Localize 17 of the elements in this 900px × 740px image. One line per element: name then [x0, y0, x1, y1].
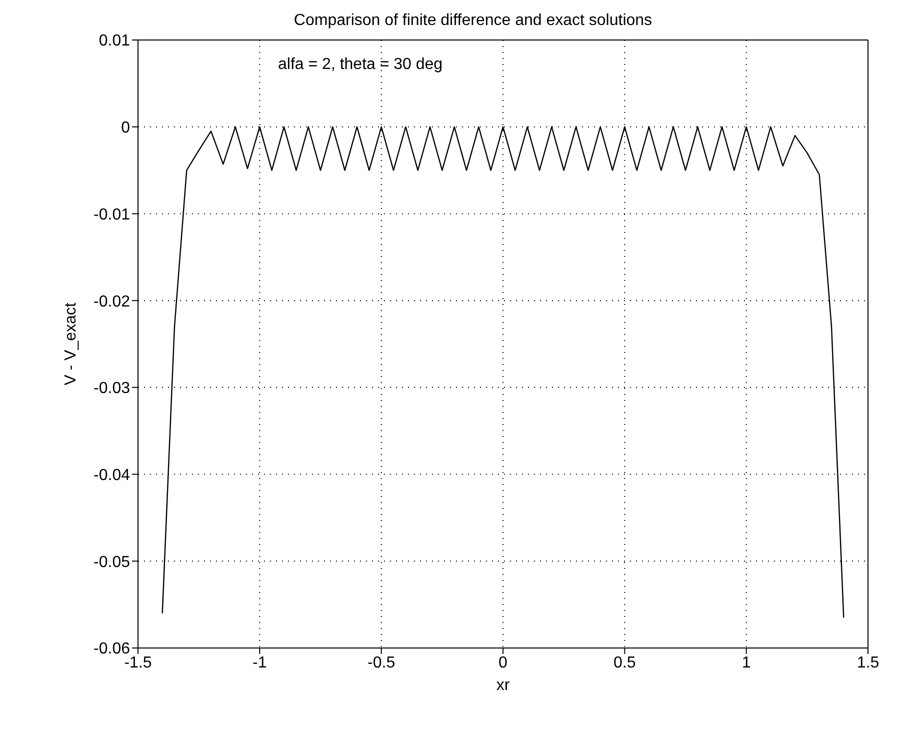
x-tick-label: 0	[498, 654, 508, 672]
x-tick-label: 1.5	[856, 654, 880, 672]
y-tick-label: -0.01	[94, 206, 130, 224]
y-tick-label: -0.04	[94, 466, 130, 484]
y-axis-title: V - V_exact	[62, 302, 80, 386]
x-tick-label: 0.5	[614, 654, 636, 672]
y-tick-label: -0.02	[94, 293, 130, 310]
chart-title: Comparison of finite difference and exact solutions	[292, 12, 654, 30]
y-tick-label: 0	[121, 120, 130, 137]
x-tick-label: 1	[742, 654, 751, 672]
x-tick-label: -0.5	[368, 654, 396, 672]
x-axis-title: xr	[496, 677, 510, 694]
y-tick-label: -0.03	[94, 380, 130, 398]
y-tick-label: 0.01	[98, 32, 130, 50]
y-tick-label: -0.05	[94, 554, 130, 571]
annotation: alfa = 2, theta = 30 deg	[278, 56, 443, 74]
x-tick-label: -1	[252, 654, 267, 672]
